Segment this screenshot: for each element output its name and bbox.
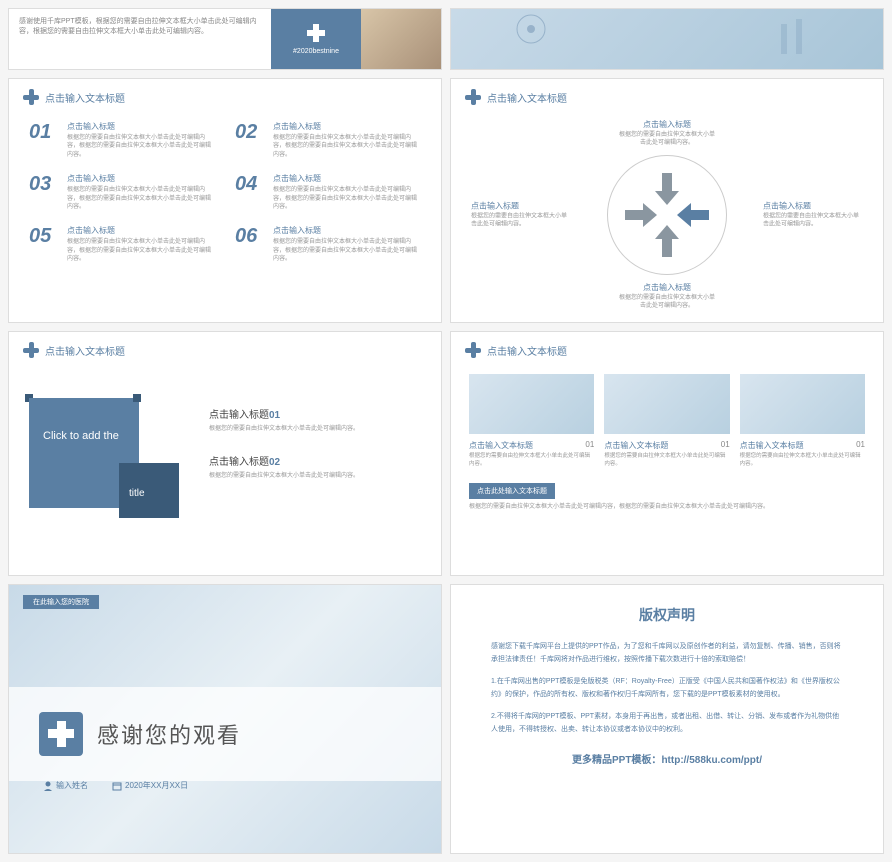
cross-icon [23,89,39,105]
arrow-right-icon [625,201,657,229]
item-title: 点击输入标题 [273,225,421,236]
item-desc: 根据您的需要自由拉伸文本框大小单击此处可编辑内容。 [209,425,421,433]
text-item: 点击输入标题01 根据您的需要自由拉伸文本框大小单击此处可编辑内容。 [209,406,421,433]
card-title: 点击输入文本标题01 [740,440,865,451]
slide-click-title: 点击输入文本标题 Click to add the title 点击输入标题01… [8,331,442,576]
item-number: 02 [235,121,265,159]
slide-copyright: 版权声明 感谢您下载千库网平台上提供的PPT作品，为了您和千库网以及原创作者的利… [450,584,884,854]
list-item: 01 点击输入标题根据您的需要自由拉伸文本框大小单击此处可编辑内容，根据您的需要自… [29,121,215,159]
template-link[interactable]: http://588ku.com/ppt/ [661,755,762,766]
label-top: 点击输入标题根据您的需要自由拉伸文本框大小单击此处可编辑内容。 [617,119,717,148]
image-card: 点击输入文本标题01 根据您的需要自由拉伸文本框大小单击此处可编辑内容。 [740,374,865,468]
card-title: 点击输入文本标题01 [604,440,729,451]
hexagon-bg-icon [451,9,883,69]
card-image [604,374,729,434]
card-desc: 根据您的需要自由拉伸文本框大小单击此处可编辑内容。 [604,453,729,468]
hospital-tag: 在此输入您的医院 [23,595,99,609]
blue-panel: #2020bestnine [271,9,361,69]
arrow-left-icon [677,201,709,229]
item-number: 05 [29,225,59,263]
list-item: 02 点击输入标题根据您的需要自由拉伸文本框大小单击此处可编辑内容，根据您的需要自… [235,121,421,159]
hashtag-text: #2020bestnine [293,48,339,55]
slide-0-right [450,8,884,70]
thank-you-text: 感谢您的观看 [97,718,241,750]
slide-title: 点击输入文本标题 [487,90,567,105]
bar-desc: 根据您的需要自由拉伸文本框大小单击此处可编辑内容，根据您的需要自由拉伸文本框大小… [469,503,865,511]
item-title: 点击输入标题02 [209,453,421,468]
author-meta: 输入姓名 [43,780,88,791]
card-title: 点击输入文本标题01 [469,440,594,451]
cross-icon [465,342,481,358]
card-image [740,374,865,434]
item-desc: 根据您的需要自由拉伸文本框大小单击此处可编辑内容。 [209,472,421,480]
item-number: 04 [235,173,265,211]
card-image [469,374,594,434]
item-title: 点击输入标题 [273,173,421,184]
item-title: 点击输入标题 [273,121,421,132]
title-box-graphic: Click to add the title [29,378,179,528]
slide-title: 点击输入文本标题 [487,343,567,358]
highlight-bar: 点击此处输入文本标题 [469,483,555,499]
copyright-title: 版权声明 [491,605,843,625]
card-desc: 根据您的需要自由拉伸文本框大小单击此处可编辑内容。 [740,453,865,468]
copyright-p1: 感谢您下载千库网平台上提供的PPT作品，为了您和千库网以及原创作者的利益，请勿复… [491,641,843,666]
slide-arrows-center: 点击输入文本标题 点击输入标题根据您的需要自由拉伸文本框大小单击此处可编辑内容。… [450,78,884,323]
slide-0-left: 感谢使用千库PPT模板，根据您的需要自由拉伸文本框大小单击此处可编辑内容，根据您… [8,8,442,70]
item-title: 点击输入标题 [67,121,215,132]
label-right: 点击输入标题根据您的需要自由拉伸文本框大小单击此处可编辑内容。 [763,201,863,230]
item-desc: 根据您的需要自由拉伸文本框大小单击此处可编辑内容，根据您的需要自由拉伸文本框大小… [67,134,215,159]
cross-icon [39,712,83,756]
item-number: 06 [235,225,265,263]
item-number: 03 [29,173,59,211]
list-item: 03 点击输入标题根据您的需要自由拉伸文本框大小单击此处可编辑内容，根据您的需要自… [29,173,215,211]
item-title: 点击输入标题 [67,225,215,236]
item-desc: 根据您的需要自由拉伸文本框大小单击此处可编辑内容，根据您的需要自由拉伸文本框大小… [67,186,215,211]
copyright-p2: 1.在千库网出售的PPT模板是免版税类（RF：Royalty-Free）正版受《… [491,676,843,701]
slide-title: 点击输入文本标题 [45,343,125,358]
arrow-up-icon [653,225,681,257]
label-bottom: 点击输入标题根据您的需要自由拉伸文本框大小单击此处可编辑内容。 [617,282,717,311]
card-desc: 根据您的需要自由拉伸文本框大小单击此处可编辑内容。 [469,453,594,468]
photo-placeholder [361,9,441,69]
text-item: 点击输入标题02 根据您的需要自由拉伸文本框大小单击此处可编辑内容。 [209,453,421,480]
slide-three-cards: 点击输入文本标题 点击输入文本标题01 根据您的需要自由拉伸文本框大小单击此处可编… [450,331,884,576]
item-number: 01 [29,121,59,159]
label-left: 点击输入标题根据您的需要自由拉伸文本框大小单击此处可编辑内容。 [471,201,571,230]
item-desc: 根据您的需要自由拉伸文本框大小单击此处可编辑内容，根据您的需要自由拉伸文本框大小… [273,238,421,263]
item-desc: 根据您的需要自由拉伸文本框大小单击此处可编辑内容，根据您的需要自由拉伸文本框大小… [273,134,421,159]
list-item: 05 点击输入标题根据您的需要自由拉伸文本框大小单击此处可编辑内容，根据您的需要自… [29,225,215,263]
date-meta: 2020年XX月XX日 [112,780,188,791]
slide-thank-you: 在此输入您的医院 感谢您的观看 输入姓名 2020年XX月XX日 [8,584,442,854]
cross-icon [23,342,39,358]
cross-icon [307,24,325,42]
slide-numbered-list: 点击输入文本标题 01点击输入标题根据您的需要自由拉伸文本框大小单击此处可编辑内… [8,78,442,323]
list-item: 06 点击输入标题根据您的需要自由拉伸文本框大小单击此处可编辑内容，根据您的需要自… [235,225,421,263]
image-card: 点击输入文本标题01 根据您的需要自由拉伸文本框大小单击此处可编辑内容。 [604,374,729,468]
item-desc: 根据您的需要自由拉伸文本框大小单击此处可编辑内容，根据您的需要自由拉伸文本框大小… [273,186,421,211]
item-title: 点击输入标题01 [209,406,421,421]
list-item: 04 点击输入标题根据您的需要自由拉伸文本框大小单击此处可编辑内容，根据您的需要自… [235,173,421,211]
copyright-p3: 2.不得将千库网的PPT模板、PPT素材，本身用于再出售，或者出租、出借、转让、… [491,711,843,736]
item-desc: 根据您的需要自由拉伸文本框大小单击此处可编辑内容，根据您的需要自由拉伸文本框大小… [67,238,215,263]
slide-title: 点击输入文本标题 [45,90,125,105]
more-templates: 更多精品PPT模板：http://588ku.com/ppt/ [491,751,843,766]
cross-icon [465,89,481,105]
intro-text: 感谢使用千库PPT模板，根据您的需要自由拉伸文本框大小单击此处可编辑内容，根据您… [9,9,271,69]
item-title: 点击输入标题 [67,173,215,184]
image-card: 点击输入文本标题01 根据您的需要自由拉伸文本框大小单击此处可编辑内容。 [469,374,594,468]
